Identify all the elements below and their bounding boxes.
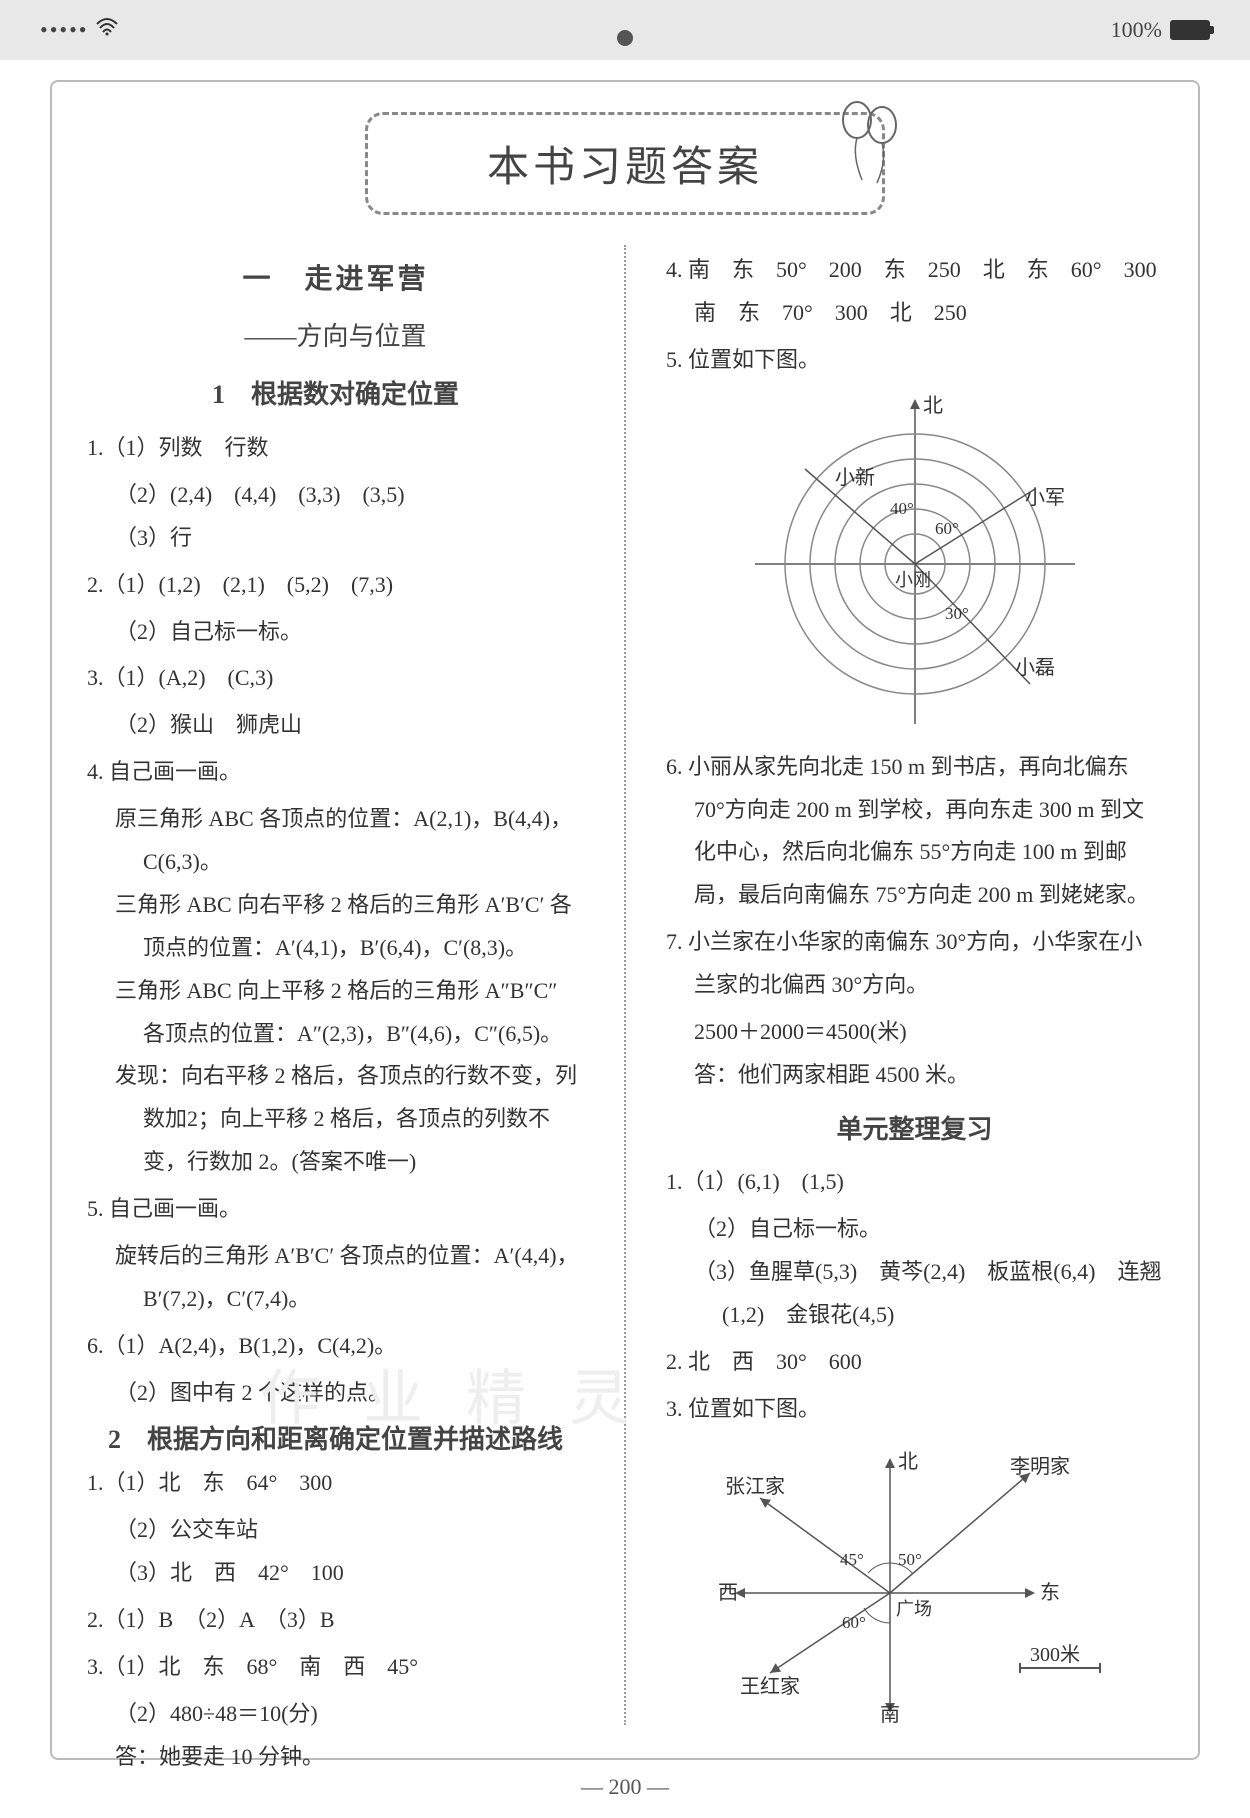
answer-line: 3.（1）(A,2) (C,3) [87, 657, 584, 700]
answer-line: 1.（1）北 东 64° 300 [87, 1462, 584, 1505]
section-title-2: 2 根据方向和距离确定位置并描述路线 [87, 1423, 584, 1457]
answer-line: （3）行 [87, 517, 584, 560]
svg-text:30°: 30° [945, 604, 969, 623]
answer-line: （2）猴山 狮虎山 [87, 704, 584, 747]
page-number: — 200 — [581, 1774, 669, 1800]
svg-text:60°: 60° [842, 1613, 866, 1632]
answer-line: 2. 北 西 30° 600 [666, 1341, 1163, 1384]
title-box: 本书习题答案 [365, 112, 885, 215]
answer-line: 答：他们两家相距 4500 米。 [666, 1054, 1163, 1097]
answer-line: 旋转后的三角形 A′B′C′ 各顶点的位置：A′(4,4)，B′(7,2)，C′… [87, 1235, 584, 1321]
answer-line: 三角形 ABC 向右平移 2 格后的三角形 A′B′C′ 各顶点的位置：A′(4… [87, 884, 584, 970]
answer-line: （3）鱼腥草(5,3) 黄芩(2,4) 板蓝根(6,4) 连翘(1,2) 金银花… [666, 1251, 1163, 1337]
answer-line: 答：她要走 10 分钟。 [87, 1736, 584, 1779]
answer-line: （2）480÷48＝10(分) [87, 1693, 584, 1736]
svg-text:50°: 50° [898, 1550, 922, 1569]
answer-line: 3.（1）北 东 68° 南 西 45° [87, 1646, 584, 1689]
svg-text:王红家: 王红家 [740, 1675, 800, 1698]
svg-text:北: 北 [898, 1450, 918, 1473]
svg-text:南: 南 [880, 1703, 900, 1723]
columns: 一 走进军营 ——方向与位置 1 根据数对确定位置 1.（1）列数 行数 （2）… [72, 245, 1178, 1725]
column-divider [624, 245, 626, 1725]
battery-percent: 100% [1111, 17, 1162, 43]
answer-line: （2）(2,4) (4,4) (3,3) (3,5) [87, 474, 584, 517]
svg-text:小军: 小军 [1025, 486, 1065, 509]
answer-line: 3. 位置如下图。 [666, 1388, 1163, 1431]
page: ••••• 100% 本书习题答案 一 走进军营 [0, 0, 1250, 1818]
answer-line: 1.（1）(6,1) (1,5) [666, 1161, 1163, 1204]
svg-text:小磊: 小磊 [1015, 656, 1055, 679]
answer-line: 7. 小兰家在小华家的南偏东 30°方向，小华家在小兰家的北偏西 30°方向。 [666, 921, 1163, 1007]
answer-line: （3）北 西 42° 100 [87, 1552, 584, 1595]
answer-line: （2）自己标一标。 [666, 1208, 1163, 1251]
svg-text:李明家: 李明家 [1010, 1455, 1070, 1478]
battery-icon [1170, 20, 1210, 40]
svg-text:60°: 60° [935, 519, 959, 538]
balloon-icon [832, 95, 912, 190]
svg-text:张江家: 张江家 [725, 1475, 785, 1498]
answer-line: 6. 小丽从家先向北走 150 m 到书店，再向北偏东 70°方向走 200 m… [666, 746, 1163, 918]
answer-line: 原三角形 ABC 各顶点的位置：A(2,1)，B(4,4)，C(6,3)。 [87, 798, 584, 884]
signal-icon: ••••• [40, 17, 89, 43]
svg-text:45°: 45° [840, 1550, 864, 1569]
svg-text:西: 西 [718, 1582, 738, 1604]
answer-line: （2）图中有 2 个这样的点。 [87, 1372, 584, 1415]
answer-line: 发现：向右平移 2 格后，各顶点的行数不变，列数加2；向上平移 2 格后，各顶点… [87, 1055, 584, 1184]
review-title: 单元整理复习 [666, 1105, 1163, 1156]
answer-line: 5. 位置如下图。 [666, 339, 1163, 382]
svg-text:300米: 300米 [1030, 1643, 1080, 1666]
svg-text:40°: 40° [890, 499, 914, 518]
svg-text:小刚: 小刚 [895, 570, 931, 590]
answer-line: 5. 自己画一画。 [87, 1188, 584, 1231]
svg-text:广场: 广场 [896, 1599, 932, 1619]
answer-line: 2.（1）B （2）A （3）B [87, 1599, 584, 1642]
right-column: 4. 南 东 50° 200 东 250 北 东 60° 300 南 东 70°… [651, 245, 1178, 1725]
status-right: 100% [1111, 17, 1210, 43]
answer-line: 4. 南 东 50° 200 东 250 北 东 60° 300 南 东 70°… [666, 249, 1163, 335]
answer-line: （2）公交车站 [87, 1509, 584, 1552]
wifi-icon [95, 18, 119, 42]
radar-diagram: 北小刚 小新小军小磊 40° 60° 30° [715, 394, 1115, 734]
answer-line: 4. 自己画一画。 [87, 751, 584, 794]
answer-line: （2）自己标一标。 [87, 611, 584, 654]
left-column: 一 走进军营 ——方向与位置 1 根据数对确定位置 1.（1）列数 行数 （2）… [72, 245, 599, 1725]
answer-line: 2.（1）(1,2) (2,1) (5,2) (7,3) [87, 564, 584, 607]
svg-text:东: 东 [1040, 1581, 1060, 1604]
page-title: 本书习题答案 [487, 145, 763, 191]
chapter-title: 一 走进军营 [87, 253, 584, 308]
content-frame: 本书习题答案 一 走进军营 ——方向与位置 1 根据数对确定位置 1.（1）列数… [50, 80, 1200, 1760]
section-title-1: 1 根据数对确定位置 [87, 370, 584, 421]
answer-line: 2500＋2000＝4500(米) [666, 1011, 1163, 1054]
svg-text:小新: 小新 [835, 466, 875, 489]
answer-line: 三角形 ABC 向上平移 2 格后的三角形 A″B″C″ 各顶点的位置：A″(2… [87, 970, 584, 1056]
status-bar: ••••• 100% [0, 0, 1250, 60]
answer-line: 1.（1）列数 行数 [87, 427, 584, 470]
svg-text:北: 北 [923, 394, 943, 417]
answer-line: 6.（1）A(2,4)，B(1,2)，C(4,2)。 [87, 1325, 584, 1368]
status-left: ••••• [40, 17, 119, 43]
compass-diagram: 北南 东 西广场 张江家 李明家王红家 45° 50° 60° 300米 [700, 1443, 1130, 1723]
chapter-subtitle: ——方向与位置 [87, 312, 584, 363]
